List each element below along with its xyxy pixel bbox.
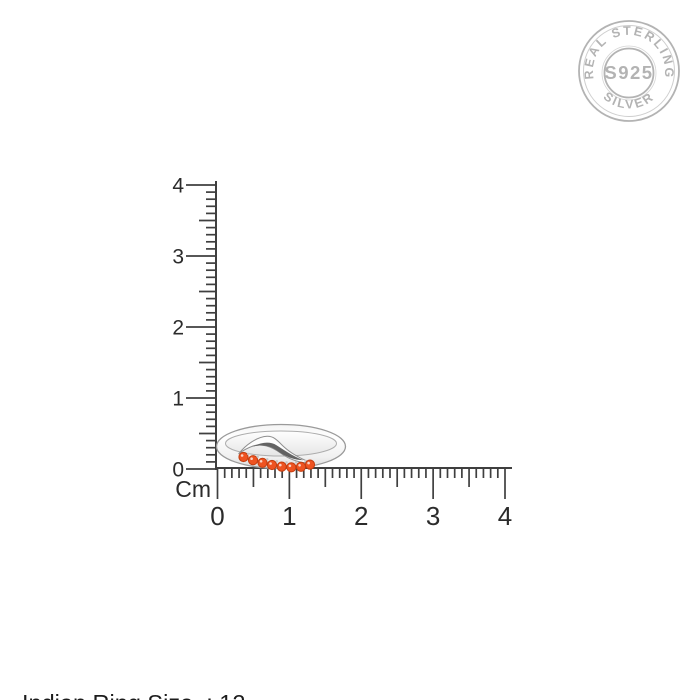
product-caption: Indian Ring Size : 12 Diameter : 1.66 cm (22, 628, 245, 700)
gemstone-highlight (269, 462, 272, 465)
gemstone-highlight (298, 464, 301, 467)
gemstone-highlight (240, 454, 244, 457)
stamp-center-text: S925 (604, 62, 653, 83)
stone-prong (285, 461, 288, 464)
orange-gemstone (257, 457, 268, 468)
ring-photo (215, 423, 347, 473)
stamp-outer-circle-2 (583, 25, 675, 117)
stone-prong (247, 452, 250, 456)
stone-prong (256, 455, 259, 459)
orange-gemstone (276, 461, 287, 472)
stone-prong (266, 458, 269, 461)
orange-gemstone (295, 461, 307, 472)
stamp-inner-circle (603, 47, 655, 99)
stamp-inner-circle-2 (601, 45, 657, 101)
vertical-ruler-label-3: 3 (172, 246, 184, 269)
stone-prong (275, 460, 279, 463)
vertical-ruler-label-2: 2 (172, 317, 184, 340)
stone-prong (294, 461, 298, 464)
vertical-ruler-label-4: 4 (172, 175, 184, 198)
svg-text:SILVER: SILVER (601, 89, 657, 111)
horizontal-ruler-label-1: 1 (282, 501, 296, 531)
ring-size-text: Indian Ring Size : 12 (22, 688, 245, 700)
orange-gemstone (286, 462, 297, 473)
sterling-silver-stamp: REAL STERLING S925 SILVER (578, 20, 680, 122)
gemstone-highlight (250, 457, 253, 460)
orange-gemstone (247, 455, 259, 466)
horizontal-ruler-ticks (216, 468, 506, 499)
vertical-ruler-ticks (186, 184, 217, 470)
horizontal-ruler-label-2: 2 (354, 501, 368, 531)
stamp-outer-circle (578, 20, 680, 122)
ring-stones (238, 451, 316, 473)
orange-gemstone (238, 451, 249, 463)
gemstone-highlight (279, 463, 282, 467)
gemstone-highlight (307, 461, 310, 465)
horizontal-ruler-label-0: 0 (210, 501, 224, 531)
horizontal-ruler-label-4: 4 (498, 501, 512, 531)
orange-gemstone (304, 459, 316, 470)
orange-gemstone (266, 459, 278, 471)
gemstone-highlight (259, 460, 263, 463)
gemstone-highlight (288, 464, 292, 468)
horizontal-ruler-label-3: 3 (426, 501, 440, 531)
vertical-ruler-label-0: 0 (172, 459, 184, 482)
cm-unit-label: Cm (175, 476, 211, 502)
ring-swoosh-shading (252, 442, 304, 461)
stamp-bottom-text: SILVER (601, 89, 655, 111)
vertical-ruler-label-1: 1 (172, 388, 184, 411)
